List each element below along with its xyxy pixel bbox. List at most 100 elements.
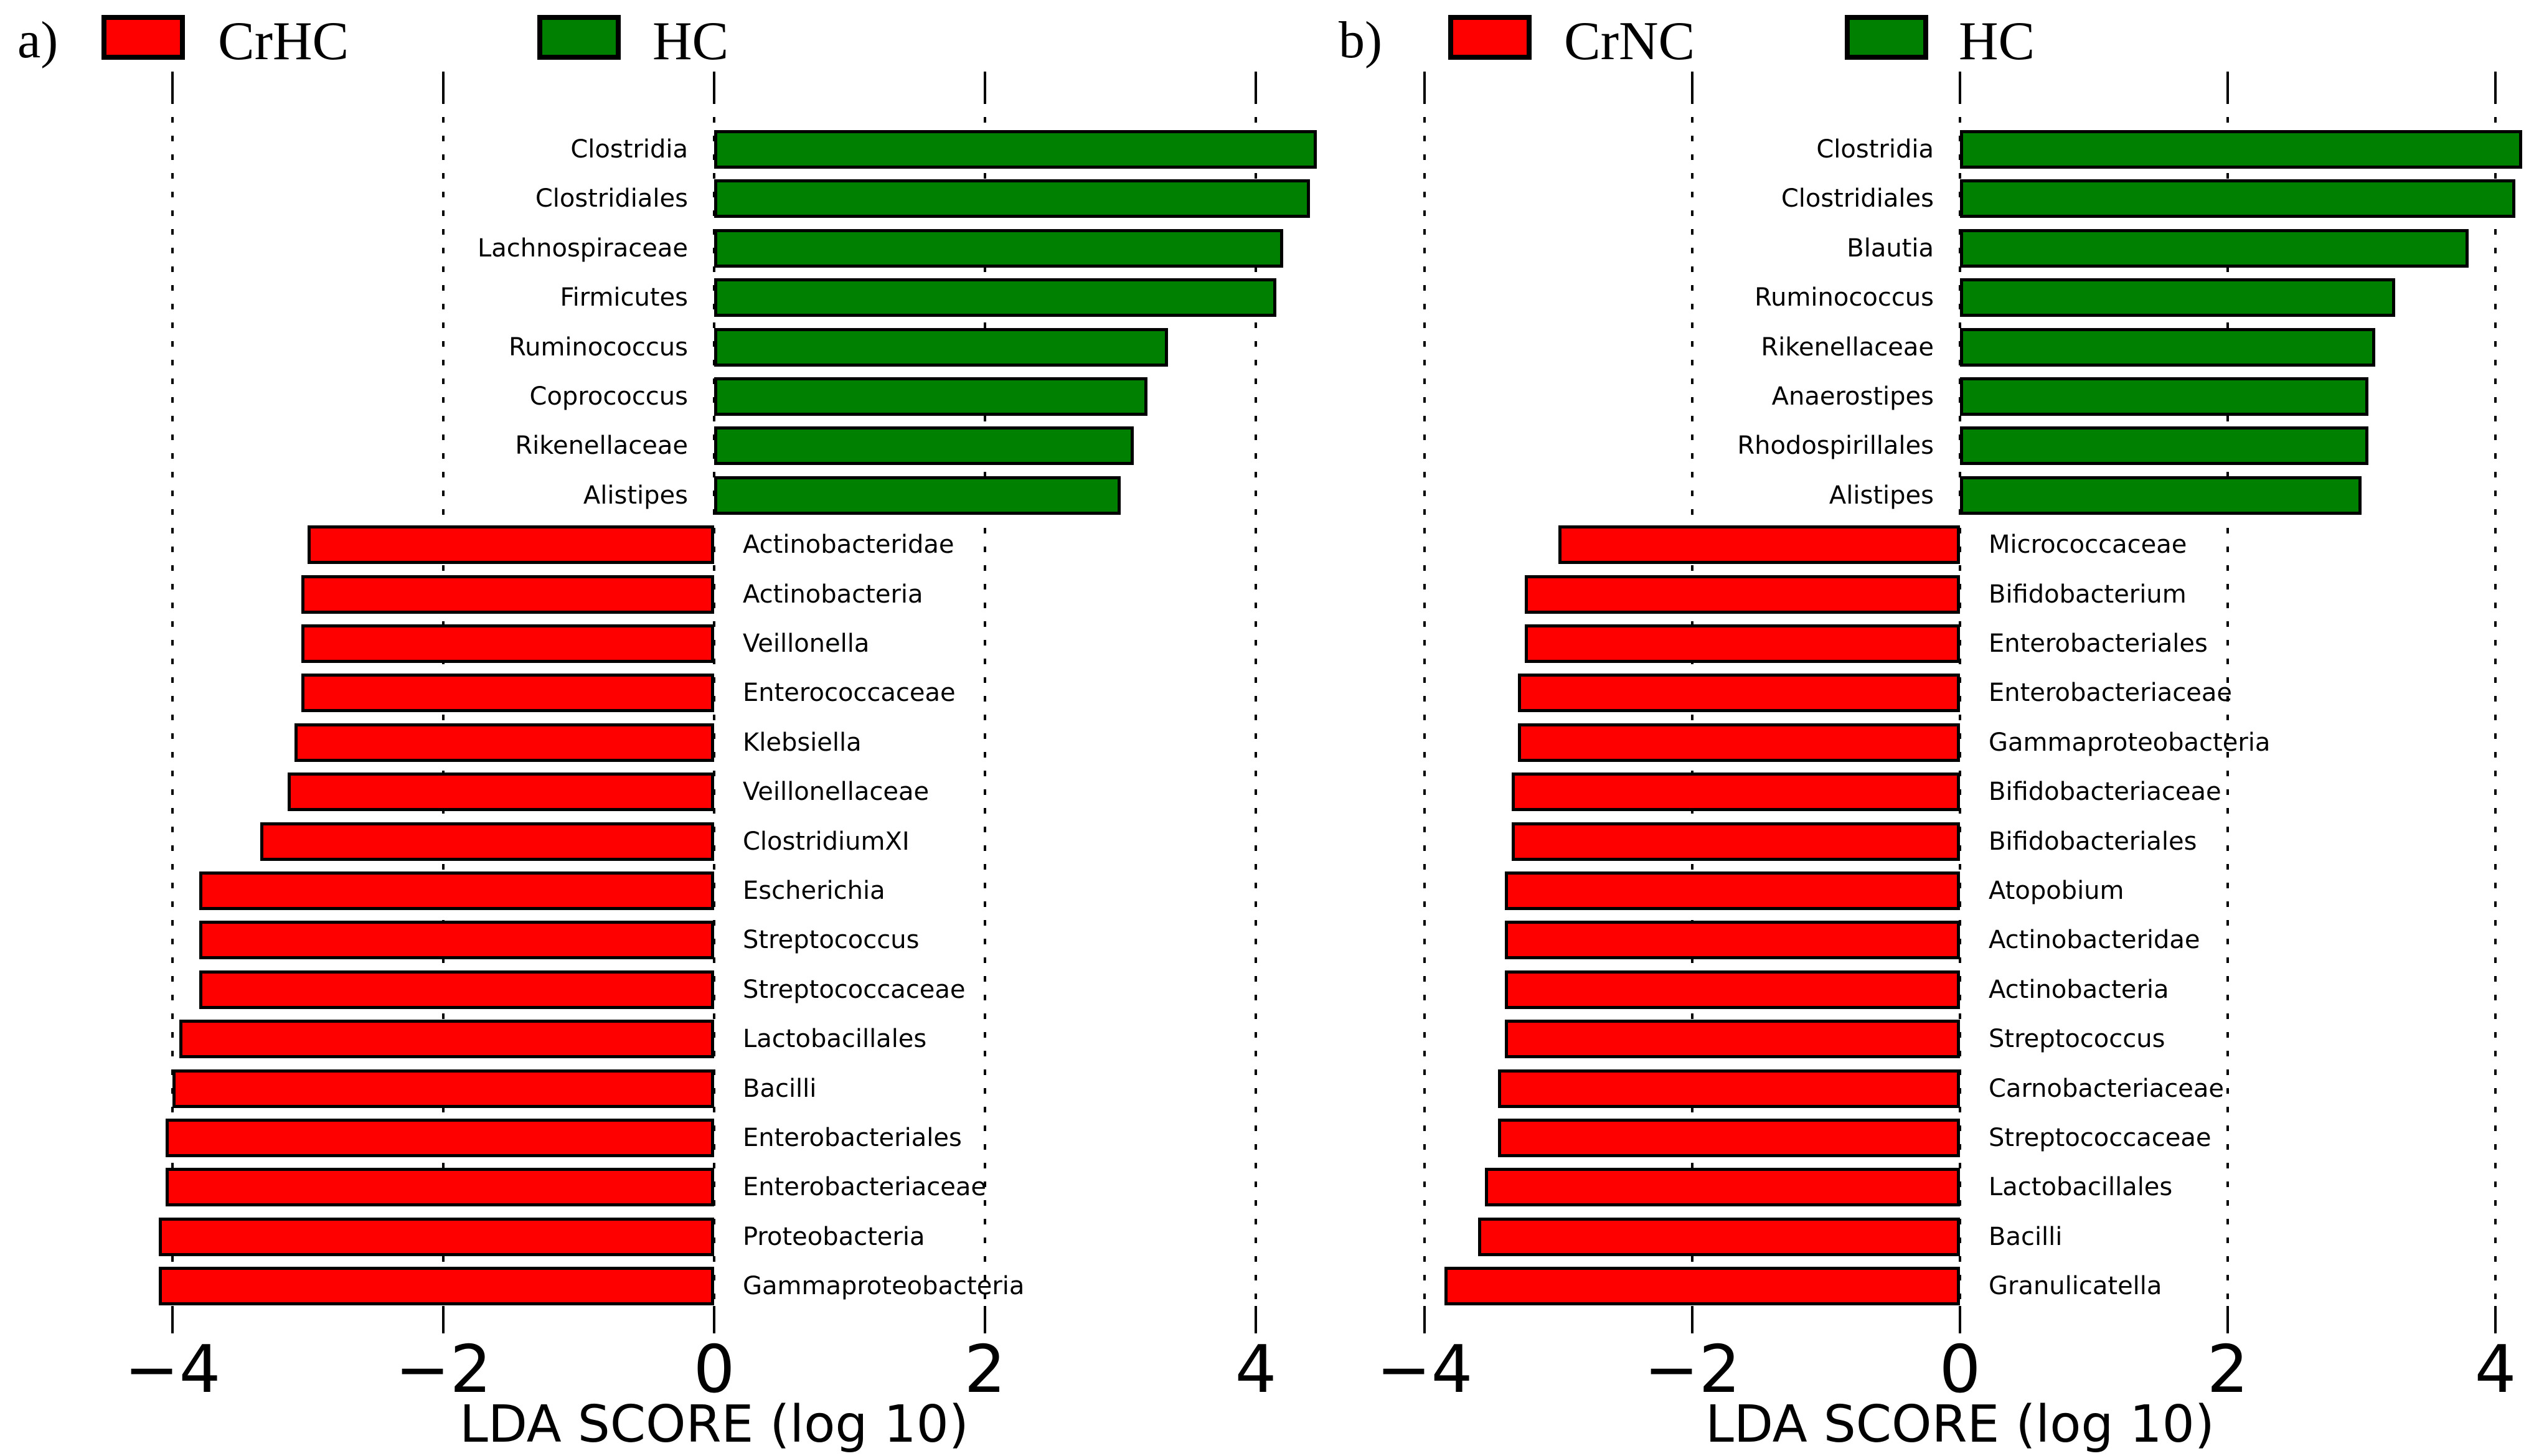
x-tick-label: −2 (395, 1332, 492, 1407)
bar-clostridiales (714, 179, 1310, 218)
bar-enterobacteriaceae (1518, 674, 1960, 712)
legend-swatch-hc-a (537, 15, 621, 60)
x-axis-top-tick (1691, 72, 1693, 98)
bar-label-veillonella: Veillonella (743, 629, 870, 658)
bar-firmicutes (714, 278, 1276, 317)
bar-label-micrococcaceae: Micrococcaceae (1989, 530, 2187, 559)
bar-label-ruminococcus: Ruminococcus (509, 333, 688, 362)
bar-clostridiales (1960, 179, 2515, 218)
bar-label-actinobacteria: Actinobacteria (743, 580, 923, 609)
bar-label-lactobacillales: Lactobacillales (1989, 1173, 2173, 1201)
bar-streptococcaceae (1498, 1119, 1960, 1157)
x-tick-label: 2 (2207, 1332, 2249, 1407)
bar-label-alistipes: Alistipes (1829, 481, 1934, 510)
bar-anaerostipes (1960, 377, 2368, 416)
bar-actinobacteridae (308, 525, 714, 564)
bar-label-rikenellaceae: Rikenellaceae (515, 431, 688, 460)
bar-bacilli (172, 1069, 714, 1108)
bar-veillonellaceae (288, 773, 714, 811)
bar-actinobacteria (301, 575, 714, 614)
vertical-gridline (1959, 98, 1961, 1306)
x-axis-title-a: LDA SCORE (log 10) (459, 1395, 969, 1454)
bar-gammaproteobacteria (1518, 723, 1960, 762)
bar-label-actinobacteridae: Actinobacteridae (1989, 926, 2200, 954)
x-tick-label: 4 (1235, 1332, 1277, 1407)
bar-label-carnobacteriaceae: Carnobacteriaceae (1989, 1074, 2224, 1103)
legend-swatch-crnc (1448, 15, 1532, 60)
x-axis-top-tick (1255, 72, 1257, 98)
bar-streptococcus (1505, 1020, 1960, 1058)
bar-label-lachnospiraceae: Lachnospiraceae (478, 234, 688, 263)
bar-label-enterobacteriaceae: Enterobacteriaceae (743, 1173, 986, 1201)
bar-label-clostridiumxi: ClostridiumXI (743, 827, 910, 856)
bar-label-gammaproteobacteria: Gammaproteobacteria (1989, 728, 2271, 757)
panel-b-letter: b) (1339, 11, 1382, 69)
legend-label-crnc: CrNC (1564, 11, 1695, 72)
bar-rhodospirillales (1960, 426, 2368, 465)
bar-bifidobacterium (1525, 575, 1960, 614)
x-axis-top-tick (1423, 72, 1426, 98)
bar-klebsiella (294, 723, 714, 762)
bar-lactobacillales (179, 1020, 714, 1058)
x-tick-label: 0 (1939, 1332, 1981, 1407)
bar-streptococcus (199, 921, 714, 959)
bar-label-firmicutes: Firmicutes (560, 283, 688, 312)
bar-label-veillonellaceae: Veillonellaceae (743, 777, 930, 806)
x-tick-label: 0 (693, 1332, 735, 1407)
bar-label-gammaproteobacteria: Gammaproteobacteria (743, 1272, 1025, 1300)
bar-label-bifidobacteriaceae: Bifidobacteriaceae (1989, 777, 2221, 806)
bar-micrococcaceae (1558, 525, 1960, 564)
bar-enterobacteriaceae (166, 1168, 714, 1206)
bar-label-streptococcaceae: Streptococcaceae (743, 975, 966, 1004)
bar-escherichia (199, 871, 714, 910)
bar-label-bifidobacterium: Bifidobacterium (1989, 580, 2187, 609)
x-axis-top-tick (442, 72, 445, 98)
bar-actinobacteria (1505, 970, 1960, 1009)
vertical-gridline (713, 98, 715, 1306)
bar-label-streptococcaceae: Streptococcaceae (1989, 1124, 2212, 1152)
x-tick-label: −4 (124, 1332, 221, 1407)
bar-atopobium (1505, 871, 1960, 910)
bar-label-alistipes: Alistipes (583, 481, 688, 510)
bar-carnobacteriaceae (1498, 1069, 1960, 1108)
bar-proteobacteria (159, 1218, 714, 1256)
bar-label-enterococcaceae: Enterococcaceae (743, 679, 956, 707)
bar-label-clostridia: Clostridia (570, 135, 688, 164)
bar-label-streptococcus: Streptococcus (743, 926, 920, 954)
legend-swatch-hc-b (1845, 15, 1928, 60)
bar-label-clostridia: Clostridia (1816, 135, 1934, 164)
legend-label-hc-a: HC (652, 11, 729, 72)
vertical-gridline (171, 98, 174, 1306)
x-axis-top-tick (984, 72, 986, 98)
x-tick-label: −2 (1644, 1332, 1741, 1407)
bar-streptococcaceae (199, 970, 714, 1009)
bar-enterobacteriales (166, 1119, 714, 1157)
bar-bacilli (1478, 1218, 1960, 1256)
x-axis-top-tick (2494, 72, 2497, 98)
vertical-gridline (1423, 98, 1426, 1306)
x-axis-bottom-tick (442, 1306, 445, 1333)
vertical-gridline (2494, 98, 2497, 1306)
bar-ruminococcus (714, 328, 1168, 367)
bar-label-anaerostipes: Anaerostipes (1771, 382, 1934, 411)
bar-label-lactobacillales: Lactobacillales (743, 1025, 927, 1053)
x-axis-top-tick (171, 72, 174, 98)
bar-label-actinobacteridae: Actinobacteridae (743, 530, 954, 559)
bar-label-actinobacteria: Actinobacteria (1989, 975, 2169, 1004)
x-tick-label: 2 (964, 1332, 1006, 1407)
bar-coprococcus (714, 377, 1147, 416)
bar-enterococcaceae (301, 674, 714, 712)
bar-label-rikenellaceae: Rikenellaceae (1761, 333, 1934, 362)
bar-label-atopobium: Atopobium (1989, 876, 2124, 905)
bar-label-enterobacteriales: Enterobacteriales (743, 1124, 962, 1152)
bar-clostridia (714, 130, 1317, 169)
bar-rikenellaceae (714, 426, 1134, 465)
bar-bifidobacteriales (1512, 822, 1960, 861)
x-tick-label: −4 (1376, 1332, 1473, 1407)
bar-label-enterobacteriales: Enterobacteriales (1989, 629, 2208, 658)
x-axis-bottom-tick (1255, 1306, 1257, 1333)
bar-granulicatella (1444, 1267, 1960, 1305)
bar-label-streptococcus: Streptococcus (1989, 1025, 2165, 1053)
bar-ruminococcus (1960, 278, 2395, 317)
